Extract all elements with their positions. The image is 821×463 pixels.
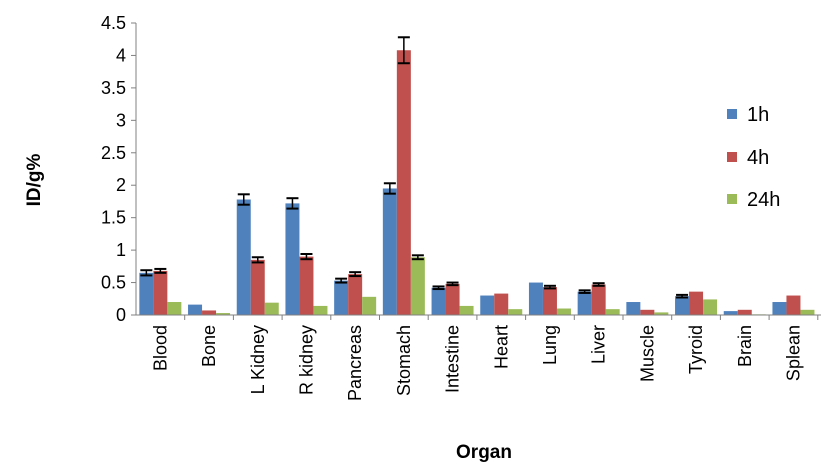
bar-1h: [528, 282, 543, 315]
bar-24h: [410, 257, 425, 315]
y-axis-title: ID/g%: [24, 154, 45, 207]
x-category-label: R kidney: [296, 325, 316, 395]
bar-4h: [202, 310, 217, 315]
x-category-label: Blood: [150, 325, 170, 371]
bar-24h: [800, 309, 815, 315]
x-category-label: L Kidney: [248, 325, 268, 394]
bar-24h: [216, 313, 231, 315]
bar-1h: [772, 302, 787, 315]
legend-label: 4h: [747, 147, 769, 169]
bar-1h: [139, 272, 154, 315]
bar-24h: [654, 312, 669, 315]
x-category-label: Brain: [735, 325, 755, 367]
x-category-label: Tyroid: [686, 325, 706, 374]
bar-4h: [396, 50, 411, 316]
bar-1h: [188, 304, 203, 315]
bar-4h: [591, 284, 606, 315]
x-category-label: Pancreas: [345, 325, 365, 401]
plot-area: Blood Bone L Kidney R kidney Pancreas Stomach…: [139, 36, 819, 401]
legend-swatch: [727, 152, 737, 162]
bar-24h: [459, 305, 474, 315]
bar-4h: [153, 270, 168, 315]
bar-1h: [723, 311, 738, 315]
legend-label: 1h: [747, 104, 769, 126]
bar-24h: [508, 309, 523, 315]
x-category-label: Intestine: [443, 325, 463, 393]
legend-swatch: [727, 109, 737, 119]
bar-1h: [236, 199, 251, 315]
x-axis-title: Organ: [456, 442, 512, 463]
y-tick-label: 2.5: [101, 143, 126, 163]
bar-1h: [334, 280, 349, 315]
bar-1h: [382, 188, 397, 315]
y-tick-label: 3.5: [101, 78, 126, 98]
bar-1h: [431, 287, 446, 315]
y-tick-label: 2: [116, 175, 126, 195]
x-category-label: Muscle: [637, 325, 657, 382]
bar-24h: [313, 305, 328, 315]
bar-24h: [264, 302, 279, 315]
bar-4h: [737, 309, 752, 315]
bar-4h: [250, 259, 265, 315]
legend-swatch: [727, 194, 737, 204]
x-category-label: Bone: [199, 325, 219, 367]
x-category-label: Stomach: [394, 325, 414, 396]
y-tick-labels: 0 0.5 1 1.5 2 2.5 3 3.5 4 4.5: [101, 13, 136, 325]
y-tick-label: 1.5: [101, 208, 126, 228]
bar-4h: [299, 256, 314, 315]
x-category-label: Lung: [540, 325, 560, 365]
bar-1h: [626, 302, 641, 315]
bar-1h: [285, 203, 300, 315]
x-category-label: Liver: [589, 325, 609, 364]
bar-4h: [640, 309, 655, 315]
bar-4h: [689, 291, 704, 315]
y-tick-label: 0.5: [101, 273, 126, 293]
bar-24h: [605, 309, 620, 315]
y-tick-label: 4: [116, 45, 126, 65]
y-tick-label: 1: [116, 240, 126, 260]
bar-1h: [675, 296, 690, 315]
bar-24h: [167, 302, 182, 315]
bar-1h: [577, 291, 592, 315]
legend: 1h 4h 24h: [727, 104, 780, 211]
x-category-label: Splean: [783, 325, 803, 381]
y-tick-label: 0: [116, 305, 126, 325]
bar-24h: [362, 296, 377, 315]
bar-4h: [494, 293, 509, 315]
legend-label: 24h: [747, 189, 780, 211]
bar-24h: [556, 308, 571, 315]
bar-4h: [542, 287, 557, 315]
bar-4h: [786, 295, 801, 315]
y-tick-label: 4.5: [101, 13, 126, 33]
bar-1h: [480, 295, 495, 315]
bar-4h: [445, 283, 460, 315]
x-category-label: Heart: [491, 325, 511, 369]
y-tick-label: 3: [116, 110, 126, 130]
bar-24h: [703, 299, 718, 315]
bar-4h: [348, 274, 363, 315]
